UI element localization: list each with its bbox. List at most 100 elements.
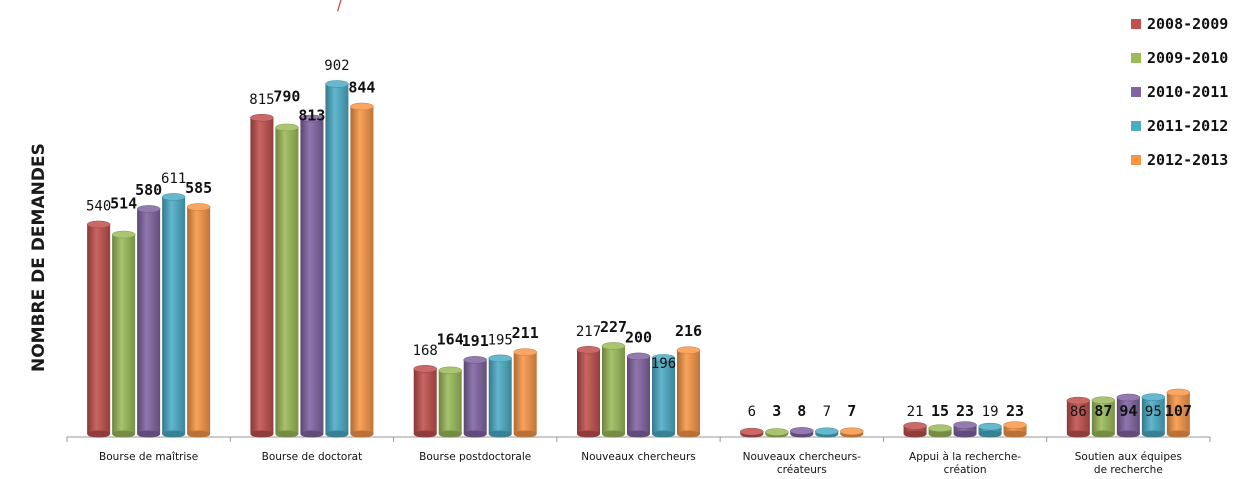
y-axis-label: NOMBRE DE DEMANDES — [29, 143, 49, 372]
bar-2011-2012-0 — [162, 196, 186, 434]
value-label: 164 — [437, 330, 464, 348]
bar-base — [250, 430, 274, 438]
value-label: 585 — [185, 179, 212, 197]
bar-cap — [1116, 393, 1141, 402]
bar-cap — [161, 193, 186, 201]
legend-swatch — [1131, 121, 1141, 131]
value-label: 227 — [600, 318, 627, 336]
legend-swatch — [1131, 19, 1141, 29]
bar-cap — [740, 427, 764, 436]
bar-base — [577, 430, 600, 438]
bar-cap — [250, 114, 274, 122]
bar-2012-2013-5 — [1003, 425, 1027, 434]
bar-cap — [978, 422, 1002, 431]
bar-cap — [111, 230, 136, 239]
value-label: 87 — [1094, 402, 1112, 420]
bar-cap — [903, 422, 927, 430]
bar-cap — [413, 365, 437, 373]
bar-2011-2012-6 — [1141, 397, 1165, 434]
bar-base — [112, 430, 136, 438]
bar-2011-2012-2 — [488, 358, 512, 434]
bar-2011-2012-3 — [652, 357, 675, 434]
bar-cap — [1091, 396, 1116, 404]
value-label: 211 — [512, 324, 539, 342]
value-label: 23 — [956, 402, 974, 420]
bar-base — [187, 430, 211, 438]
bar-cap — [576, 346, 601, 354]
bar-2010-2011-3 — [627, 356, 650, 434]
bar-cap — [1166, 388, 1191, 397]
category-labels-group: Bourse de maîtrise Bourse de doctorat Bour… — [99, 451, 1182, 476]
bar-cap — [86, 220, 111, 229]
bar-cap — [651, 354, 676, 362]
value-label: 3 — [772, 402, 781, 420]
bar-cap — [1141, 393, 1166, 401]
value-label: 844 — [348, 79, 375, 97]
bar-base — [1116, 430, 1140, 438]
bar-cap — [765, 428, 789, 436]
bar-2012-2013-0 — [187, 207, 211, 434]
bar-base — [1091, 430, 1115, 438]
bar-cap — [1066, 396, 1091, 405]
bar-2012-2013-2 — [513, 352, 537, 434]
category-label: Bourse de doctorat — [262, 451, 363, 463]
bar-cap — [601, 342, 626, 350]
category-label: création — [944, 464, 987, 476]
bar-base — [488, 430, 512, 438]
bar-2008-2009-5 — [903, 425, 927, 434]
value-label: 7 — [847, 402, 856, 420]
bar-cap — [186, 203, 211, 211]
category-label: Bourse de maîtrise — [99, 451, 198, 463]
legend: 2008-2009 2009-2010 2010-2011 2011-2012 2012… — [1131, 15, 1228, 169]
bar-cap — [953, 421, 977, 429]
value-label: 6 — [748, 404, 756, 420]
bar-2009-2010-2 — [438, 370, 462, 434]
bar-base — [1003, 430, 1027, 438]
bar-2009-2010-6 — [1091, 400, 1115, 434]
bar-2012-2013-1 — [350, 106, 374, 434]
bar-base — [1166, 430, 1190, 438]
bar-2008-2009-0 — [87, 224, 111, 434]
bar-base — [87, 430, 111, 438]
bar-cap — [136, 205, 161, 213]
chart-title-fragment: / — [337, 0, 342, 14]
bar-cap — [840, 427, 864, 436]
bar-base — [978, 430, 1002, 438]
bar-cap — [325, 80, 349, 88]
value-label: 216 — [675, 322, 702, 340]
bar-base — [137, 430, 161, 438]
bar-2010-2011-5 — [953, 425, 977, 434]
bar-2010-2011-2 — [463, 359, 487, 434]
bar-base — [463, 430, 487, 438]
bar-2009-2010-0 — [112, 234, 136, 434]
legend-label: 2009-2010 — [1147, 49, 1228, 67]
bar-2012-2013-6 — [1166, 392, 1190, 434]
bar-base — [953, 430, 977, 438]
value-label: 815 — [249, 92, 274, 108]
bar-2008-2009-6 — [1066, 400, 1090, 434]
bar-base — [513, 430, 537, 438]
category-label: Bourse postdoctorale — [419, 451, 531, 463]
value-label: 200 — [625, 328, 652, 346]
value-label: 540 — [86, 198, 111, 214]
value-label: 23 — [1006, 402, 1024, 420]
value-label: 7 — [823, 404, 831, 420]
bar-2008-2009-1 — [250, 117, 274, 435]
value-label: 580 — [135, 181, 162, 199]
bar-base — [652, 430, 675, 438]
legend-label: 2010-2011 — [1147, 83, 1228, 101]
bar-base — [928, 430, 952, 438]
value-label: 94 — [1119, 402, 1137, 420]
bar-base — [1066, 430, 1090, 438]
value-label: 196 — [651, 356, 676, 372]
value-label: 168 — [413, 343, 438, 359]
bar-2010-2011-0 — [137, 208, 161, 434]
bar-2008-2009-3 — [577, 349, 600, 434]
bar-base — [677, 430, 700, 438]
bar-cap — [928, 424, 952, 432]
bar-cap — [626, 352, 651, 361]
value-label: 86 — [1070, 404, 1087, 420]
bar-2008-2009-2 — [413, 368, 437, 434]
value-label: 95 — [1145, 404, 1162, 420]
